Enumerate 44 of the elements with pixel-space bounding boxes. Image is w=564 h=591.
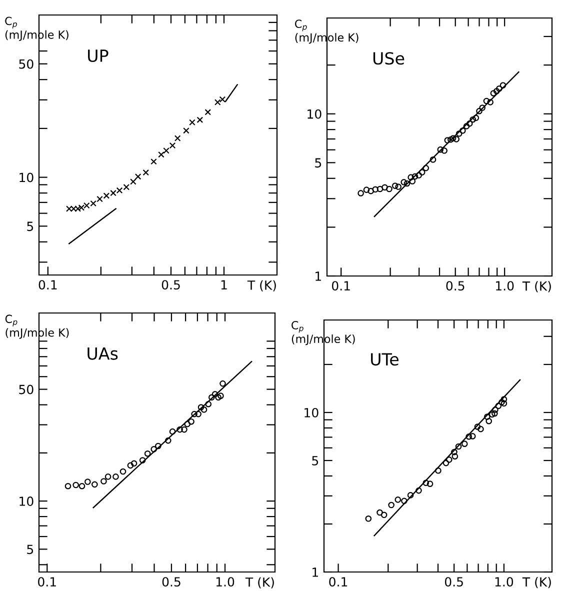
y-tick-label: 1 <box>316 272 321 281</box>
point <box>163 147 170 154</box>
y-tick-label: 5 <box>315 158 322 168</box>
x-tick-label: 0.1 <box>329 577 348 587</box>
point <box>183 127 190 134</box>
x-tick-label: 1 <box>221 280 227 290</box>
annotation: UAs <box>88 347 118 360</box>
y-tick-label: 50 <box>19 384 34 394</box>
y-tick-label: 50 <box>19 59 34 69</box>
x-axis-title: T (K) <box>522 577 551 588</box>
y-tick-label: 1 <box>312 568 318 577</box>
point <box>169 142 176 149</box>
point <box>96 196 103 202</box>
point <box>158 151 164 158</box>
y-tick-label: 10 <box>304 408 318 418</box>
x-tick-label: 0.5 <box>162 280 180 290</box>
annotation: UP <box>88 50 108 62</box>
annotation: UTe <box>371 353 399 366</box>
x-tick-label: 1.0 <box>495 577 514 587</box>
x-tick-label: 1.0 <box>496 281 514 291</box>
x-axis-title: T (K) <box>522 281 551 292</box>
point <box>123 184 130 190</box>
point <box>130 178 136 185</box>
annotation: USe <box>373 52 404 65</box>
y-tick-label: 5 <box>27 544 34 554</box>
y-tick-label: 10 <box>20 496 34 506</box>
point <box>103 192 110 199</box>
x-tick-label: 0.1 <box>38 577 56 587</box>
point <box>142 169 150 176</box>
y-tick-label: 5 <box>312 456 318 466</box>
x-tick-label: 0.5 <box>446 281 464 291</box>
x-tick-label: 0.1 <box>332 281 350 291</box>
x-axis-title: T (K) <box>245 577 274 588</box>
point <box>189 119 196 126</box>
x-tick-label: 1.0 <box>216 577 234 587</box>
x-axis-title: T (K) <box>247 280 276 292</box>
y-tick-label: 10 <box>308 109 322 119</box>
x-tick-label: 0.5 <box>444 577 463 587</box>
point <box>150 158 157 165</box>
point <box>196 116 204 123</box>
y-tick-label: 5 <box>27 222 34 232</box>
y-tick-label: 10 <box>20 172 34 182</box>
x-tick-label: 0.5 <box>162 577 180 587</box>
x-tick-label: 0.1 <box>38 280 57 290</box>
